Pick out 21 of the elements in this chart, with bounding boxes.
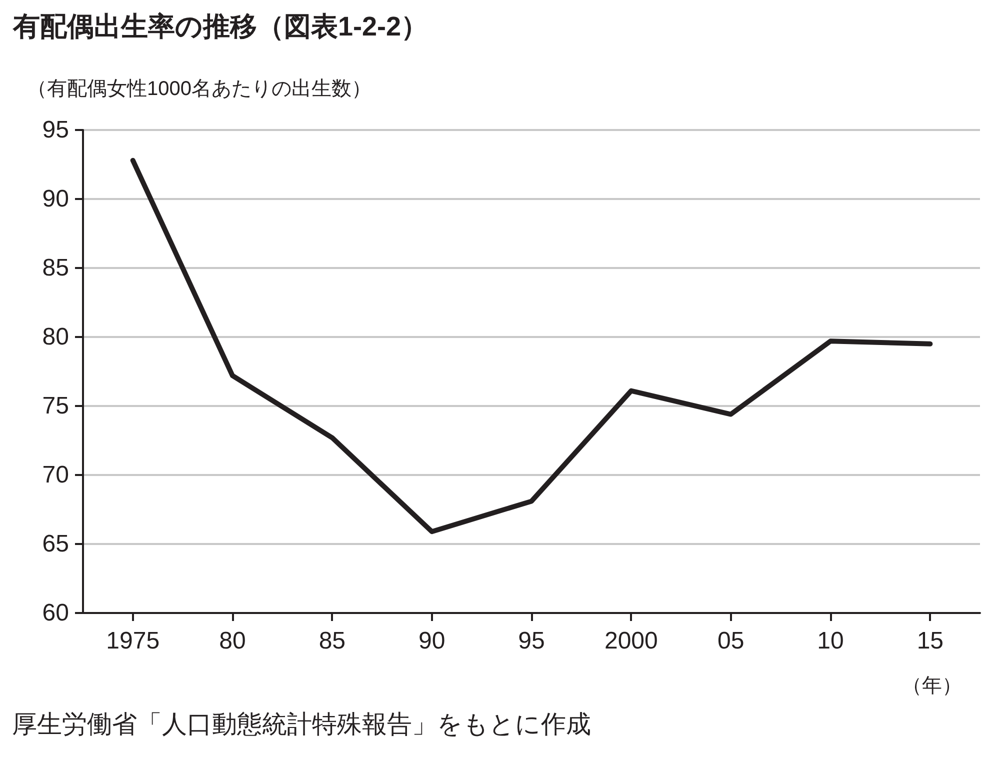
x-tick-label: 10 bbox=[817, 628, 844, 654]
y-axis-title: （有配偶女性1000名あたりの出生数） bbox=[27, 78, 372, 100]
x-tick-label: 2000 bbox=[604, 628, 658, 654]
x-tick-label: 85 bbox=[318, 628, 346, 654]
x-tick-label: 95 bbox=[518, 628, 545, 654]
x-axis-title: （年） bbox=[902, 675, 962, 697]
y-tick-label: 65 bbox=[42, 530, 69, 558]
y-tick-label: 75 bbox=[42, 392, 69, 420]
text: 厚生労働省「人口動態統計特殊報告」をもとに作成 bbox=[12, 710, 591, 738]
chart-title: 有配偶出生率の推移（図表1-2-2） bbox=[12, 12, 428, 42]
y-tick-label: 70 bbox=[42, 462, 69, 488]
x-tick-label: 15 bbox=[916, 628, 944, 654]
x-tick-label: 1975 bbox=[106, 628, 160, 654]
y-tick-label: 95 bbox=[42, 116, 69, 144]
y-tick-label: 90 bbox=[42, 186, 69, 212]
x-tick-label: 80 bbox=[219, 628, 246, 654]
x-tick-label: 05 bbox=[717, 628, 744, 654]
y-tick-label: 85 bbox=[42, 254, 69, 282]
y-tick-label: 80 bbox=[42, 324, 69, 350]
y-tick-label: 60 bbox=[42, 600, 69, 626]
x-tick-label: 90 bbox=[418, 628, 446, 654]
